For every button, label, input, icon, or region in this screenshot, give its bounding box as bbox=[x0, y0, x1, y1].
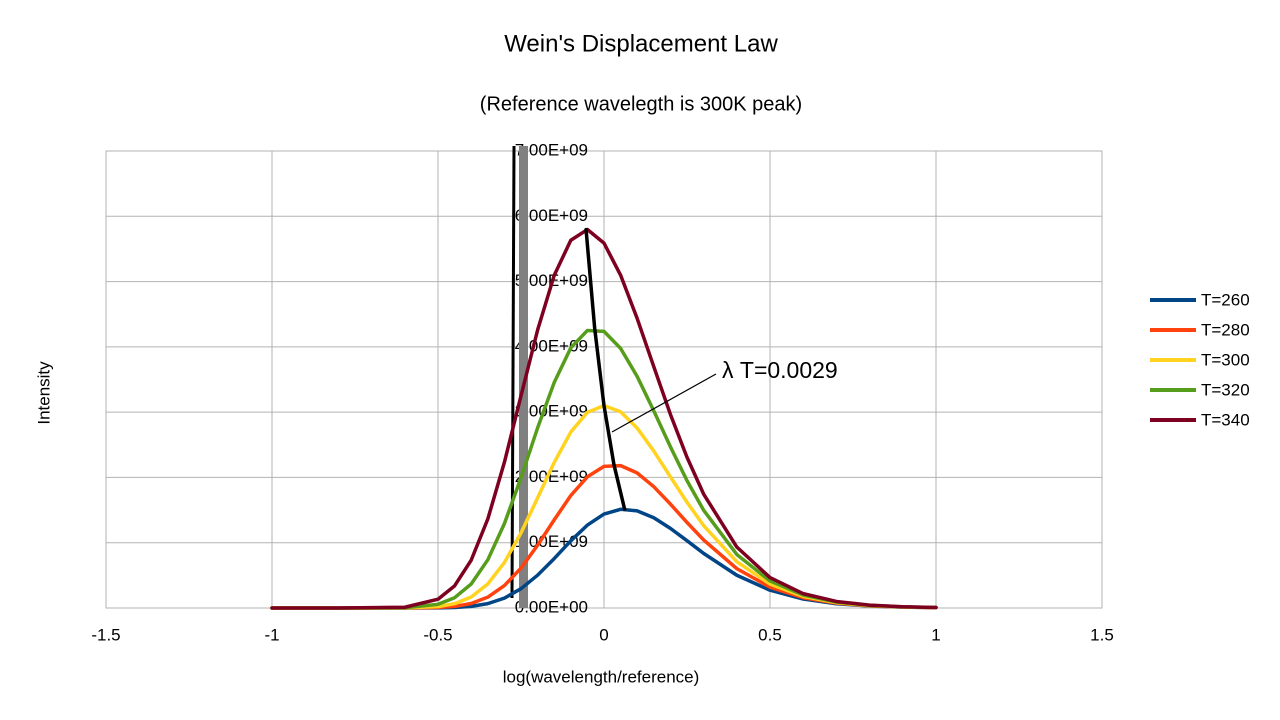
legend: T=260 T=280 T=300 T=320 T=340 bbox=[1150, 290, 1250, 429]
y-tick-label: 1.00E+09 bbox=[515, 532, 588, 551]
annotation: λ T=0.0029 bbox=[722, 357, 838, 383]
x-tick-label: -1.5 bbox=[91, 625, 120, 644]
plot-area: λ T=0.0029 bbox=[270, 227, 938, 610]
chart-subtitle: (Reference wavelegth is 300K peak) bbox=[480, 93, 802, 115]
decoration-line bbox=[510, 145, 516, 599]
series-line bbox=[270, 227, 938, 610]
x-tick-label: 1 bbox=[931, 625, 940, 644]
y-tick-label: 0.00E+00 bbox=[515, 597, 588, 616]
decoration-bar bbox=[519, 146, 528, 608]
y-tick-label: 6.00E+09 bbox=[515, 206, 588, 225]
grid bbox=[105, 150, 1103, 609]
series-line bbox=[270, 328, 938, 610]
legend-label: T=280 bbox=[1201, 320, 1250, 339]
x-axis-title: log(wavelength/reference) bbox=[503, 667, 700, 686]
x-tick-label: 0 bbox=[599, 625, 608, 644]
annotation-leader bbox=[611, 373, 717, 433]
legend-label: T=300 bbox=[1201, 350, 1250, 369]
x-tick-label: 1.5 bbox=[1090, 625, 1114, 644]
y-tick-label: 7.00E+09 bbox=[515, 140, 588, 159]
y-tick-label: 2.00E+09 bbox=[515, 467, 588, 486]
chart-title: Wein's Displacement Law bbox=[504, 30, 778, 57]
peak-line bbox=[584, 227, 627, 511]
legend-label: T=260 bbox=[1201, 290, 1250, 309]
x-tick-label: -0.5 bbox=[423, 625, 452, 644]
legend-label: T=340 bbox=[1201, 410, 1250, 429]
y-tick-label: 3.00E+09 bbox=[515, 402, 588, 421]
x-tick-label: 0.5 bbox=[758, 625, 782, 644]
series-line bbox=[270, 463, 938, 610]
y-axis-title: Intensity bbox=[34, 361, 53, 425]
legend-label: T=320 bbox=[1201, 380, 1250, 399]
x-tick-label: -1 bbox=[264, 625, 279, 644]
